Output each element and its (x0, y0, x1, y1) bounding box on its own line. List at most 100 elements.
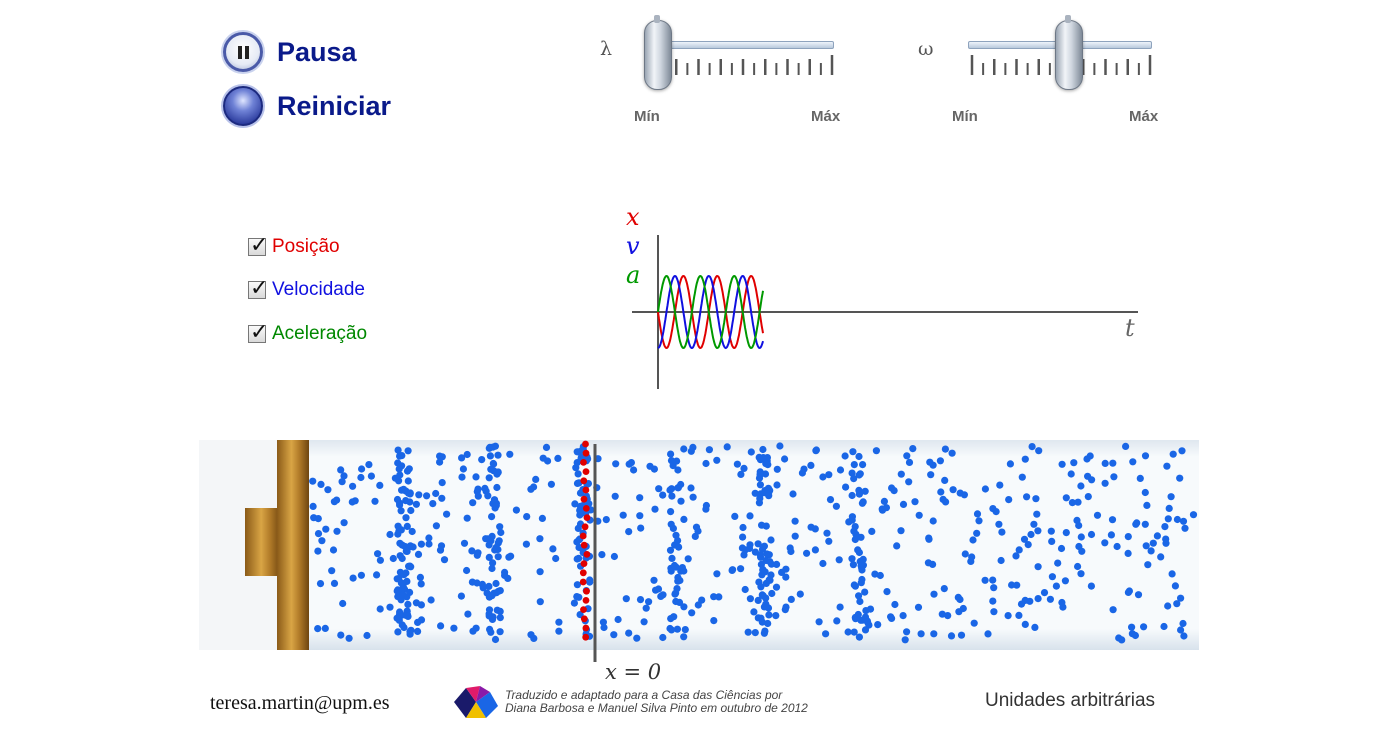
particle (493, 606, 501, 614)
particle (488, 513, 496, 521)
particle (478, 456, 486, 464)
particle (485, 541, 493, 549)
checkbox-position-box[interactable] (248, 233, 268, 258)
particle (781, 455, 789, 463)
particle (492, 501, 500, 510)
checkbox-acceleration[interactable]: Aceleração (248, 320, 367, 345)
particle (858, 564, 866, 572)
particle (337, 466, 345, 474)
particle (486, 452, 494, 460)
omega-slider[interactable]: ω Mín Máx (918, 15, 1158, 130)
particle (429, 500, 437, 508)
particle (474, 492, 482, 500)
particle (407, 506, 415, 515)
particle (673, 585, 681, 593)
particle (486, 625, 494, 633)
reset-label: Reiniciar (277, 90, 392, 121)
particle (1088, 476, 1096, 484)
pause-button[interactable]: Pausa (223, 32, 357, 72)
particle (856, 557, 864, 566)
particle (400, 623, 408, 632)
particle (314, 530, 323, 538)
particle (936, 457, 945, 465)
particle (398, 452, 406, 460)
particle (1057, 544, 1066, 553)
particle (1179, 619, 1187, 628)
particle (1074, 498, 1082, 506)
particle (899, 500, 908, 508)
checkbox-velocity-box[interactable] (248, 276, 268, 301)
particle (741, 585, 749, 594)
checkbox-acceleration-box[interactable] (248, 320, 268, 345)
particle (316, 580, 325, 588)
units-label: Unidades arbitrárias (985, 690, 1156, 711)
particle (512, 506, 520, 514)
marked-particle (583, 551, 591, 558)
particle (930, 590, 938, 598)
lambda-slider-thumb[interactable] (643, 15, 672, 90)
particle (705, 446, 713, 454)
particle (1021, 620, 1029, 628)
particle (501, 571, 509, 579)
reset-button[interactable]: Reiniciar (223, 86, 391, 126)
particle (406, 489, 414, 497)
particle (996, 481, 1004, 489)
particle (1020, 535, 1029, 543)
particle (848, 469, 856, 477)
particle (669, 524, 677, 532)
particle (1177, 594, 1185, 602)
particle (338, 478, 346, 486)
particle (668, 492, 676, 500)
particle (554, 454, 562, 462)
omega-slider-thumb[interactable] (1054, 15, 1083, 90)
particle (652, 586, 660, 594)
particle (1141, 520, 1149, 528)
particle (850, 628, 858, 636)
particle (345, 634, 353, 642)
particle (915, 511, 923, 519)
particle (367, 472, 375, 480)
author-email[interactable]: teresa.martin@upm.es (210, 692, 390, 714)
particle (1008, 581, 1016, 589)
casa-das-ciencias-logo (454, 686, 498, 718)
particle (599, 618, 607, 626)
particle (485, 593, 493, 601)
particle (1015, 546, 1023, 554)
particle (812, 447, 820, 455)
lambda-slider-track[interactable] (650, 41, 834, 49)
particle (1046, 595, 1054, 603)
checkbox-velocity[interactable]: Velocidade (248, 276, 365, 301)
particle (1017, 600, 1026, 608)
particle (1161, 523, 1169, 531)
particle (990, 584, 998, 592)
particle (876, 571, 884, 580)
particle (764, 619, 772, 628)
particle (1023, 493, 1031, 501)
particle (852, 530, 860, 538)
lambda-min-label: Mín (634, 108, 660, 125)
particle (760, 603, 769, 611)
particle (807, 461, 815, 469)
particle (530, 483, 538, 491)
particle (536, 535, 544, 543)
checkbox-position[interactable]: Posição (248, 233, 340, 258)
particle (1062, 529, 1070, 537)
particle (469, 499, 477, 507)
particle (925, 535, 933, 543)
particle (856, 597, 864, 606)
particle (1004, 612, 1012, 620)
particle (667, 450, 675, 458)
lambda-max-label: Máx (811, 108, 841, 125)
particle (1107, 531, 1115, 539)
particle (492, 589, 500, 597)
particle (973, 529, 981, 537)
particle (1028, 443, 1036, 451)
particle (678, 564, 686, 572)
particle (789, 490, 797, 498)
particle (636, 596, 645, 604)
lambda-slider[interactable]: λ Mín Máx (600, 15, 840, 130)
particle (373, 571, 381, 579)
particle (674, 466, 682, 474)
particle (766, 576, 774, 584)
particle (573, 581, 581, 589)
